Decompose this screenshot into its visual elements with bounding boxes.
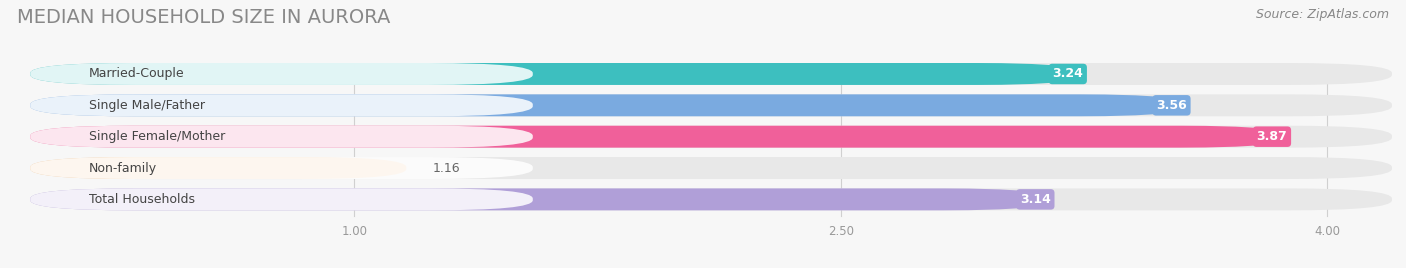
FancyBboxPatch shape <box>31 94 1184 116</box>
FancyBboxPatch shape <box>31 157 533 179</box>
FancyBboxPatch shape <box>31 126 1285 148</box>
FancyBboxPatch shape <box>31 63 1392 85</box>
FancyBboxPatch shape <box>31 94 1392 116</box>
Text: Total Households: Total Households <box>89 193 194 206</box>
Text: 3.56: 3.56 <box>1156 99 1187 112</box>
Text: Source: ZipAtlas.com: Source: ZipAtlas.com <box>1256 8 1389 21</box>
Text: 3.14: 3.14 <box>1019 193 1050 206</box>
FancyBboxPatch shape <box>31 126 533 148</box>
FancyBboxPatch shape <box>31 157 1392 179</box>
Text: Non-family: Non-family <box>89 162 156 174</box>
FancyBboxPatch shape <box>31 157 406 179</box>
Text: Married-Couple: Married-Couple <box>89 68 184 80</box>
FancyBboxPatch shape <box>31 63 1081 85</box>
Text: MEDIAN HOUSEHOLD SIZE IN AURORA: MEDIAN HOUSEHOLD SIZE IN AURORA <box>17 8 391 27</box>
FancyBboxPatch shape <box>31 94 533 116</box>
FancyBboxPatch shape <box>31 188 533 210</box>
Text: 3.87: 3.87 <box>1257 130 1288 143</box>
FancyBboxPatch shape <box>31 188 1049 210</box>
Text: 1.16: 1.16 <box>432 162 460 174</box>
FancyBboxPatch shape <box>31 63 533 85</box>
FancyBboxPatch shape <box>31 126 1392 148</box>
Text: Single Female/Mother: Single Female/Mother <box>89 130 225 143</box>
Text: 3.24: 3.24 <box>1052 68 1083 80</box>
FancyBboxPatch shape <box>31 188 1392 210</box>
Text: Single Male/Father: Single Male/Father <box>89 99 205 112</box>
